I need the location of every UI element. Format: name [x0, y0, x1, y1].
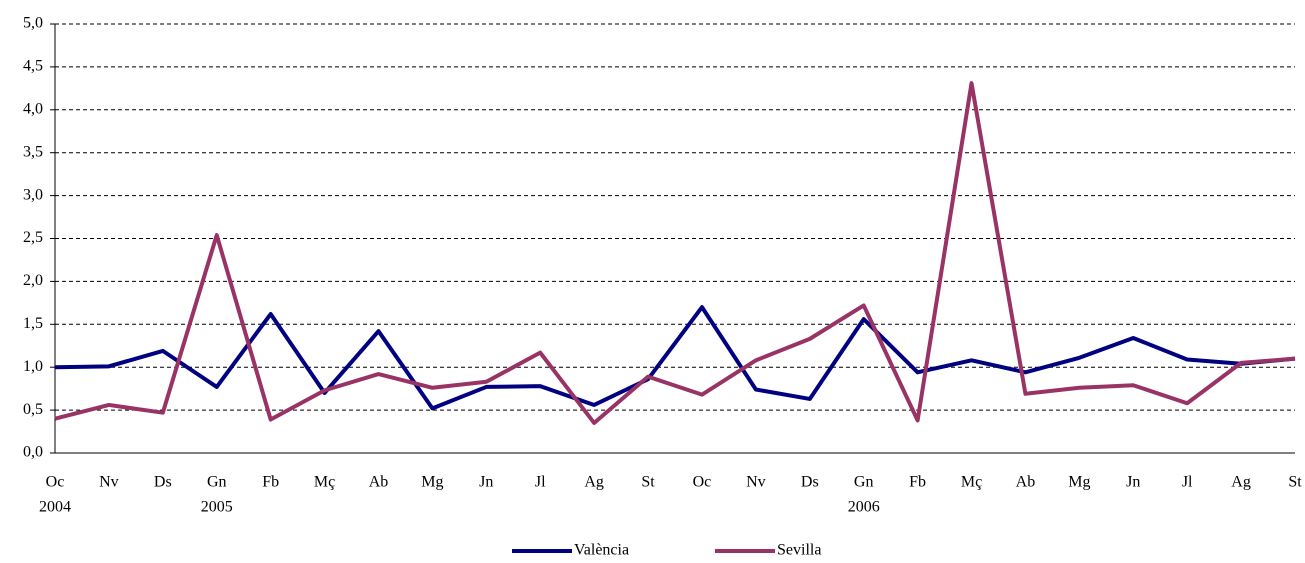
x-tick-label: Ab	[1016, 474, 1036, 491]
x-tick-label: Ag	[584, 474, 604, 491]
x-tick-label: Ds	[154, 474, 172, 491]
x-tick-label: Oc	[46, 474, 65, 491]
x-tick-label: Jn	[479, 474, 493, 491]
year-label: 2006	[848, 499, 880, 516]
x-tick-label: Nv	[746, 474, 766, 491]
x-tick-label: Fb	[909, 474, 926, 491]
y-tick-label: 4,5	[23, 58, 43, 75]
y-tick-label: 2,5	[23, 229, 43, 246]
x-tick-label: Jl	[535, 474, 546, 491]
x-tick-label: Mg	[421, 474, 443, 491]
x-tick-label: Jn	[1126, 474, 1140, 491]
y-tick-label: 1,5	[23, 315, 43, 332]
y-tick-label: 3,0	[23, 186, 43, 203]
x-tick-label: Mg	[1068, 474, 1090, 491]
x-tick-label: Nv	[99, 474, 119, 491]
x-tick-label: Jl	[1182, 474, 1193, 491]
x-tick-label: Fb	[262, 474, 279, 491]
series-line	[54, 81, 1296, 425]
legend-label: València	[574, 542, 629, 559]
x-tick-label: Mç	[314, 474, 335, 491]
y-tick-label: 0,5	[23, 401, 43, 418]
x-tick-label: Oc	[693, 474, 712, 491]
x-tick-label: Gn	[207, 474, 227, 491]
x-tick-label: Gn	[854, 474, 874, 491]
x-tick-label: Ag	[1231, 474, 1251, 491]
x-tick-label: Ds	[801, 474, 819, 491]
x-tick-label: Mç	[961, 474, 982, 491]
legend-label: Sevilla	[777, 542, 821, 559]
x-tick-label: St	[641, 474, 655, 491]
year-label: 2004	[39, 499, 71, 516]
series-line	[54, 305, 1296, 411]
y-tick-label: 0,0	[23, 444, 43, 461]
y-tick-label: 5,0	[23, 15, 43, 32]
y-tick-label: 2,0	[23, 272, 43, 289]
y-tick-label: 4,0	[23, 100, 43, 117]
y-tick-label: 1,0	[23, 358, 43, 375]
x-tick-label: St	[1288, 474, 1302, 491]
year-label: 2005	[201, 499, 233, 516]
x-tick-label: Ab	[369, 474, 389, 491]
y-tick-label: 3,5	[23, 143, 43, 160]
